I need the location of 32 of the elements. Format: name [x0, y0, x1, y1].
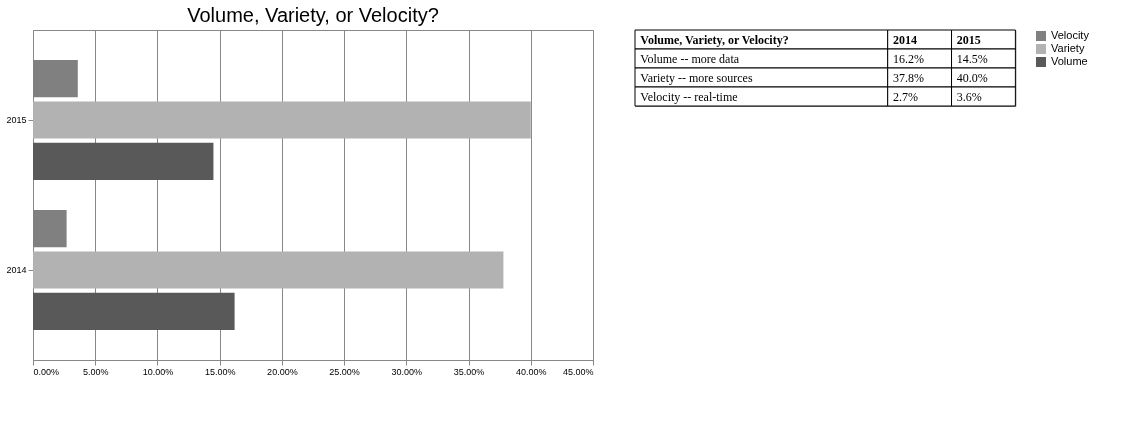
bar: [33, 101, 531, 139]
legend-label: Velocity: [1051, 29, 1090, 41]
category-label: 2014: [893, 32, 918, 47]
text: 16.2%: [893, 51, 925, 66]
category-label: Velocity -- real-time: [640, 89, 738, 104]
category-label: Variety -- more sources: [640, 70, 753, 85]
legend-label: Variety: [1051, 42, 1085, 54]
chart-title: Volume, Variety, or Velocity?: [187, 4, 439, 26]
text: 14.5%: [956, 51, 988, 66]
category-label: Volume -- more data: [640, 51, 740, 66]
bar: [33, 292, 235, 330]
text: 37.8%: [893, 70, 925, 85]
bar: [33, 210, 67, 248]
category-label: 2015: [956, 32, 981, 47]
text: Volume, Variety, or Velocity?: [640, 32, 789, 47]
text: 40.0%: [956, 70, 988, 85]
x-tick-label: 30.00%: [391, 366, 423, 377]
x-tick-label: 45.00%: [562, 366, 594, 377]
x-tick-label: 0.00%: [33, 366, 60, 377]
x-tick-label: 20.00%: [267, 366, 298, 377]
x-tick-label: 5.00%: [82, 366, 109, 377]
x-tick-label: 35.00%: [453, 366, 485, 377]
x-tick-label: 15.00%: [204, 366, 236, 377]
x-tick-label: 10.00%: [142, 366, 174, 377]
text: 2.7%: [893, 89, 919, 104]
x-tick-label: 25.00%: [329, 366, 360, 377]
bar: [33, 251, 504, 289]
x-tick-label: 40.00%: [516, 366, 547, 377]
text: 3.6%: [956, 89, 982, 104]
bar: [33, 142, 214, 180]
bar: [33, 60, 78, 98]
legend-label: Volume: [1051, 55, 1088, 67]
